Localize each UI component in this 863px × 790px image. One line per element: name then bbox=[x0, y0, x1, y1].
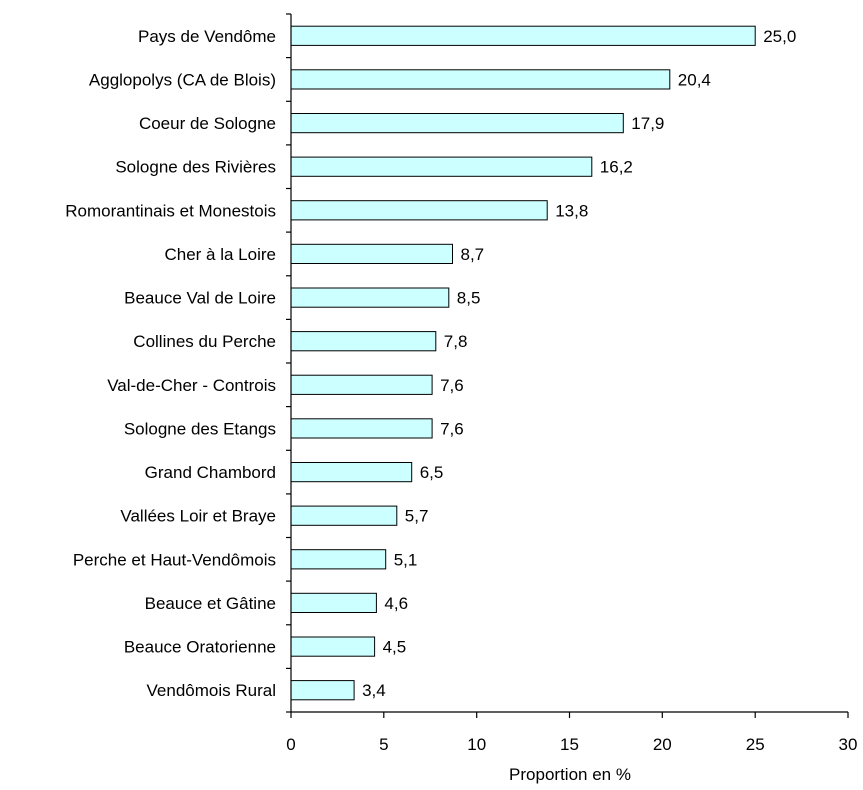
bar bbox=[290, 200, 548, 221]
data-label: 20,4 bbox=[678, 70, 711, 89]
bar bbox=[290, 331, 437, 352]
labels-layer: Pays de Vendôme 25,0 Agglopolys (CA de Blo… bbox=[65, 27, 857, 754]
data-label: 25,0 bbox=[763, 27, 796, 46]
axes-layer bbox=[286, 13, 849, 718]
data-label: 13,8 bbox=[555, 201, 588, 220]
category-label: Romorantinais et Monestois bbox=[65, 201, 276, 220]
category-label: Collines du Perche bbox=[133, 332, 276, 351]
data-label: 7,8 bbox=[444, 332, 468, 351]
data-label: 7,6 bbox=[440, 419, 464, 438]
category-label: Cher à la Loire bbox=[164, 245, 276, 264]
category-label: Perche et Haut-Vendômois bbox=[73, 550, 276, 569]
data-label: 8,5 bbox=[457, 289, 481, 308]
category-label: Vallées Loir et Braye bbox=[120, 507, 276, 526]
category-label: Pays de Vendôme bbox=[138, 27, 276, 46]
bar bbox=[290, 636, 376, 657]
x-tick-label: 5 bbox=[379, 735, 388, 754]
category-label: Beauce et Gâtine bbox=[145, 594, 276, 613]
category-label: Agglopolys (CA de Blois) bbox=[89, 70, 276, 89]
data-label: 6,5 bbox=[420, 463, 444, 482]
bar bbox=[290, 505, 398, 526]
category-label: Beauce Val de Loire bbox=[124, 289, 276, 308]
bar bbox=[290, 25, 756, 46]
x-axis-title: Proportion en % bbox=[509, 765, 631, 784]
data-label: 4,5 bbox=[383, 638, 407, 657]
bar bbox=[290, 549, 387, 570]
data-label: 3,4 bbox=[362, 681, 386, 700]
data-label: 4,6 bbox=[384, 594, 408, 613]
category-label: Beauce Oratorienne bbox=[124, 638, 276, 657]
data-label: 17,9 bbox=[631, 114, 664, 133]
category-label: Vendômois Rural bbox=[147, 681, 276, 700]
data-label: 5,1 bbox=[394, 550, 418, 569]
category-label: Coeur de Sologne bbox=[139, 114, 276, 133]
x-tick-label: 10 bbox=[467, 735, 486, 754]
bar bbox=[290, 69, 671, 90]
category-label: Sologne des Rivières bbox=[115, 158, 276, 177]
x-tick-label: 25 bbox=[746, 735, 765, 754]
category-label: Val-de-Cher - Controis bbox=[107, 376, 276, 395]
bar bbox=[290, 374, 433, 395]
bar bbox=[290, 680, 355, 701]
data-label: 8,7 bbox=[461, 245, 485, 264]
bar bbox=[290, 156, 593, 177]
bar bbox=[290, 592, 377, 613]
bar bbox=[290, 287, 450, 308]
data-label: 16,2 bbox=[600, 158, 633, 177]
x-tick-label: 15 bbox=[560, 735, 579, 754]
bar bbox=[290, 462, 413, 483]
bar bbox=[290, 113, 624, 134]
x-tick-label: 20 bbox=[653, 735, 672, 754]
data-label: 7,6 bbox=[440, 376, 464, 395]
x-tick-label: 0 bbox=[286, 735, 295, 754]
x-tick-label: 30 bbox=[839, 735, 858, 754]
category-label: Sologne des Etangs bbox=[124, 419, 276, 438]
bar bbox=[290, 418, 433, 439]
category-label: Grand Chambord bbox=[145, 463, 276, 482]
data-label: 5,7 bbox=[405, 507, 429, 526]
bar bbox=[290, 243, 453, 265]
bars-layer bbox=[290, 25, 756, 701]
